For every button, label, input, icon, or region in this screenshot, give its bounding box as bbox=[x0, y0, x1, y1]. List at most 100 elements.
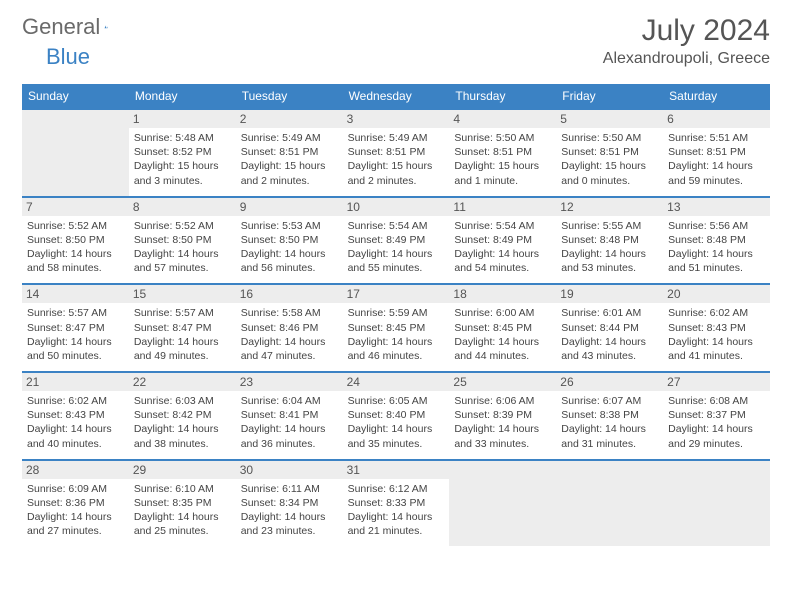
daylight-line: Daylight: 14 hours and 53 minutes. bbox=[561, 247, 658, 275]
sunset-line: Sunset: 8:39 PM bbox=[454, 408, 551, 422]
day-number: 3 bbox=[343, 110, 450, 128]
daylight-line: Daylight: 15 hours and 3 minutes. bbox=[134, 159, 231, 187]
sunrise-line: Sunrise: 6:01 AM bbox=[561, 306, 658, 320]
sunrise-line: Sunrise: 6:03 AM bbox=[134, 394, 231, 408]
daylight-line: Daylight: 14 hours and 21 minutes. bbox=[348, 510, 445, 538]
daylight-line: Daylight: 14 hours and 25 minutes. bbox=[134, 510, 231, 538]
dow-header: Saturday bbox=[663, 84, 770, 108]
sunset-line: Sunset: 8:52 PM bbox=[134, 145, 231, 159]
calendar-cell: 31Sunrise: 6:12 AMSunset: 8:33 PMDayligh… bbox=[343, 459, 450, 547]
daylight-line: Daylight: 14 hours and 55 minutes. bbox=[348, 247, 445, 275]
calendar-cell: 8Sunrise: 5:52 AMSunset: 8:50 PMDaylight… bbox=[129, 196, 236, 284]
calendar-cell: 1Sunrise: 5:48 AMSunset: 8:52 PMDaylight… bbox=[129, 108, 236, 196]
calendar-cell: 22Sunrise: 6:03 AMSunset: 8:42 PMDayligh… bbox=[129, 371, 236, 459]
sunrise-line: Sunrise: 5:51 AM bbox=[668, 131, 765, 145]
daylight-line: Daylight: 14 hours and 59 minutes. bbox=[668, 159, 765, 187]
calendar-cell: 21Sunrise: 6:02 AMSunset: 8:43 PMDayligh… bbox=[22, 371, 129, 459]
daylight-line: Daylight: 15 hours and 1 minute. bbox=[454, 159, 551, 187]
dow-header: Thursday bbox=[449, 84, 556, 108]
day-number: 8 bbox=[129, 198, 236, 216]
sunrise-line: Sunrise: 5:57 AM bbox=[134, 306, 231, 320]
sunrise-line: Sunrise: 6:11 AM bbox=[241, 482, 338, 496]
sunrise-line: Sunrise: 5:50 AM bbox=[454, 131, 551, 145]
dow-header: Friday bbox=[556, 84, 663, 108]
sunset-line: Sunset: 8:36 PM bbox=[27, 496, 124, 510]
calendar-cell: 4Sunrise: 5:50 AMSunset: 8:51 PMDaylight… bbox=[449, 108, 556, 196]
logo-sail-icon bbox=[104, 16, 108, 38]
month-title: July 2024 bbox=[603, 14, 770, 48]
day-number: 22 bbox=[129, 373, 236, 391]
calendar-cell: 24Sunrise: 6:05 AMSunset: 8:40 PMDayligh… bbox=[343, 371, 450, 459]
daylight-line: Daylight: 14 hours and 31 minutes. bbox=[561, 422, 658, 450]
calendar-cell: 17Sunrise: 5:59 AMSunset: 8:45 PMDayligh… bbox=[343, 283, 450, 371]
daylight-line: Daylight: 14 hours and 44 minutes. bbox=[454, 335, 551, 363]
daylight-line: Daylight: 14 hours and 56 minutes. bbox=[241, 247, 338, 275]
sunset-line: Sunset: 8:33 PM bbox=[348, 496, 445, 510]
sunset-line: Sunset: 8:51 PM bbox=[668, 145, 765, 159]
daylight-line: Daylight: 14 hours and 29 minutes. bbox=[668, 422, 765, 450]
sunrise-line: Sunrise: 5:49 AM bbox=[348, 131, 445, 145]
calendar-cell bbox=[449, 459, 556, 547]
sunset-line: Sunset: 8:51 PM bbox=[348, 145, 445, 159]
day-number: 5 bbox=[556, 110, 663, 128]
daylight-line: Daylight: 15 hours and 2 minutes. bbox=[348, 159, 445, 187]
daylight-line: Daylight: 14 hours and 23 minutes. bbox=[241, 510, 338, 538]
calendar-cell: 12Sunrise: 5:55 AMSunset: 8:48 PMDayligh… bbox=[556, 196, 663, 284]
calendar-cell bbox=[556, 459, 663, 547]
day-number: 2 bbox=[236, 110, 343, 128]
day-number: 31 bbox=[343, 461, 450, 479]
day-number: 18 bbox=[449, 285, 556, 303]
day-number: 27 bbox=[663, 373, 770, 391]
sunset-line: Sunset: 8:51 PM bbox=[454, 145, 551, 159]
calendar-cell: 2Sunrise: 5:49 AMSunset: 8:51 PMDaylight… bbox=[236, 108, 343, 196]
sunrise-line: Sunrise: 6:02 AM bbox=[668, 306, 765, 320]
sunset-line: Sunset: 8:45 PM bbox=[454, 321, 551, 335]
sunset-line: Sunset: 8:47 PM bbox=[27, 321, 124, 335]
sunrise-line: Sunrise: 5:55 AM bbox=[561, 219, 658, 233]
dow-header: Sunday bbox=[22, 84, 129, 108]
sunrise-line: Sunrise: 5:54 AM bbox=[454, 219, 551, 233]
calendar-cell: 10Sunrise: 5:54 AMSunset: 8:49 PMDayligh… bbox=[343, 196, 450, 284]
sunrise-line: Sunrise: 5:57 AM bbox=[27, 306, 124, 320]
dow-header: Tuesday bbox=[236, 84, 343, 108]
daylight-line: Daylight: 14 hours and 58 minutes. bbox=[27, 247, 124, 275]
sunset-line: Sunset: 8:35 PM bbox=[134, 496, 231, 510]
daylight-line: Daylight: 14 hours and 47 minutes. bbox=[241, 335, 338, 363]
sunset-line: Sunset: 8:40 PM bbox=[348, 408, 445, 422]
calendar-cell bbox=[22, 108, 129, 196]
calendar-cell: 28Sunrise: 6:09 AMSunset: 8:36 PMDayligh… bbox=[22, 459, 129, 547]
calendar-cell: 27Sunrise: 6:08 AMSunset: 8:37 PMDayligh… bbox=[663, 371, 770, 459]
day-number: 24 bbox=[343, 373, 450, 391]
daylight-line: Daylight: 14 hours and 40 minutes. bbox=[27, 422, 124, 450]
day-number: 21 bbox=[22, 373, 129, 391]
calendar-cell: 30Sunrise: 6:11 AMSunset: 8:34 PMDayligh… bbox=[236, 459, 343, 547]
calendar-cell: 16Sunrise: 5:58 AMSunset: 8:46 PMDayligh… bbox=[236, 283, 343, 371]
daylight-line: Daylight: 14 hours and 33 minutes. bbox=[454, 422, 551, 450]
calendar-cell: 14Sunrise: 5:57 AMSunset: 8:47 PMDayligh… bbox=[22, 283, 129, 371]
day-number: 10 bbox=[343, 198, 450, 216]
daylight-line: Daylight: 14 hours and 27 minutes. bbox=[27, 510, 124, 538]
logo: General bbox=[22, 14, 128, 40]
sunset-line: Sunset: 8:42 PM bbox=[134, 408, 231, 422]
day-number: 20 bbox=[663, 285, 770, 303]
sunset-line: Sunset: 8:50 PM bbox=[134, 233, 231, 247]
calendar-cell: 13Sunrise: 5:56 AMSunset: 8:48 PMDayligh… bbox=[663, 196, 770, 284]
day-number: 11 bbox=[449, 198, 556, 216]
day-number: 14 bbox=[22, 285, 129, 303]
calendar-cell: 5Sunrise: 5:50 AMSunset: 8:51 PMDaylight… bbox=[556, 108, 663, 196]
daylight-line: Daylight: 14 hours and 54 minutes. bbox=[454, 247, 551, 275]
daylight-line: Daylight: 14 hours and 46 minutes. bbox=[348, 335, 445, 363]
location: Alexandroupoli, Greece bbox=[603, 50, 770, 68]
sunrise-line: Sunrise: 5:54 AM bbox=[348, 219, 445, 233]
day-number: 15 bbox=[129, 285, 236, 303]
sunrise-line: Sunrise: 5:52 AM bbox=[134, 219, 231, 233]
calendar-cell: 29Sunrise: 6:10 AMSunset: 8:35 PMDayligh… bbox=[129, 459, 236, 547]
daylight-line: Daylight: 15 hours and 2 minutes. bbox=[241, 159, 338, 187]
daylight-line: Daylight: 14 hours and 36 minutes. bbox=[241, 422, 338, 450]
dow-header: Wednesday bbox=[343, 84, 450, 108]
calendar-cell: 15Sunrise: 5:57 AMSunset: 8:47 PMDayligh… bbox=[129, 283, 236, 371]
sunset-line: Sunset: 8:48 PM bbox=[561, 233, 658, 247]
sunrise-line: Sunrise: 5:53 AM bbox=[241, 219, 338, 233]
logo-word1: General bbox=[22, 14, 100, 40]
calendar-cell: 25Sunrise: 6:06 AMSunset: 8:39 PMDayligh… bbox=[449, 371, 556, 459]
